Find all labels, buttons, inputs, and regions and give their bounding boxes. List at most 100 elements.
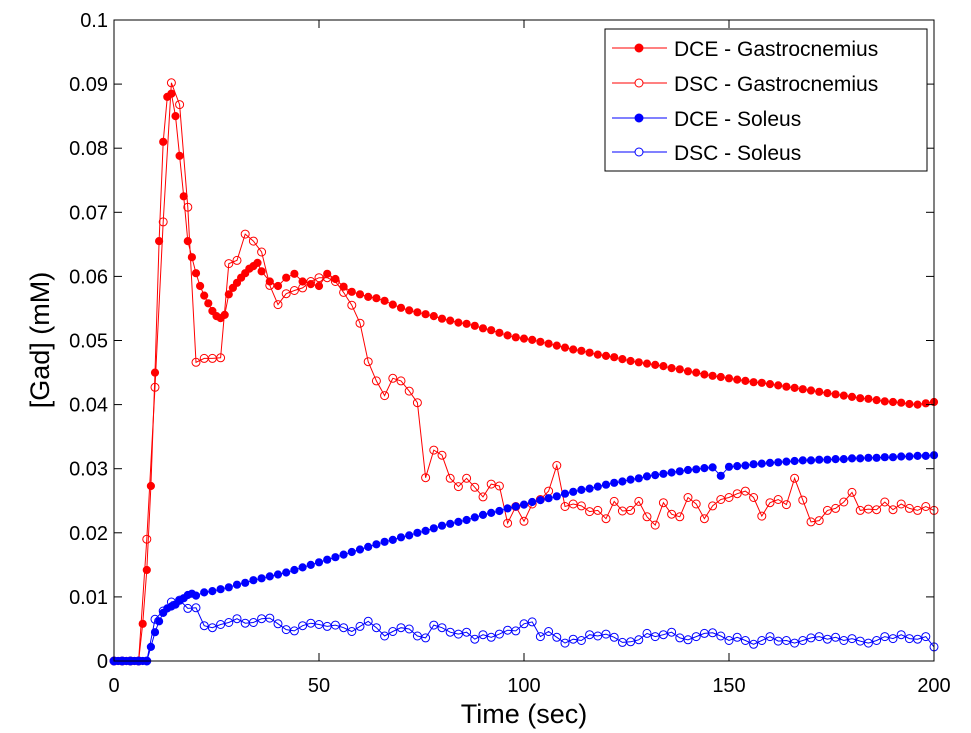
data-point-dsc-gastrocnemius: [757, 511, 767, 521]
data-point-dsc-soleus: [921, 632, 931, 642]
data-point-dsc-soleus: [175, 595, 185, 605]
axis-ticks: [113, 19, 935, 662]
data-point-dsc-gastrocnemius: [626, 505, 636, 515]
data-point-dce-gastrocnemius: [462, 319, 471, 328]
data-point-dsc-gastrocnemius: [888, 505, 898, 515]
data-point-dsc-gastrocnemius: [880, 497, 890, 507]
data-point-dce-gastrocnemius: [183, 237, 192, 246]
data-point-dsc-gastrocnemius: [330, 277, 340, 286]
data-point-dce-gastrocnemius: [634, 358, 643, 367]
y-tick-labels: 0 0.01 0.02 0.03 0.04 0.05 0.06 0.07 0.08 0.09 0.1: [69, 10, 108, 673]
data-point-dsc-gastrocnemius: [306, 277, 316, 286]
x-tick-label: 100: [507, 675, 540, 697]
data-point-dce-soleus: [413, 528, 422, 537]
data-point-dce-gastrocnemius: [204, 299, 213, 308]
data-point-dsc-soleus: [724, 636, 734, 645]
data-point-dsc-soleus: [593, 631, 603, 641]
data-point-dsc-soleus: [207, 623, 217, 633]
data-point-dce-gastrocnemius: [569, 345, 578, 354]
legend-box: [604, 28, 928, 172]
data-point-dce-soleus: [806, 456, 816, 465]
data-point-dsc-gastrocnemius: [216, 353, 226, 363]
data-point-dsc-gastrocnemius: [224, 259, 234, 269]
data-point-dsc-soleus: [527, 617, 537, 627]
data-point-dce-gastrocnemius: [446, 316, 455, 325]
data-point-dsc-gastrocnemius: [158, 217, 168, 227]
data-point-dce-soleus: [355, 545, 365, 554]
data-point-dce-gastrocnemius: [405, 306, 414, 315]
data-point-dce-soleus: [421, 526, 430, 536]
data-point-dce-gastrocnemius: [421, 310, 430, 319]
data-point-dce-gastrocnemius: [831, 390, 840, 399]
data-point-dce-gastrocnemius: [372, 294, 381, 303]
data-point-dsc-soleus: [166, 597, 176, 607]
data-point-dsc-gastrocnemius: [896, 499, 906, 509]
data-point-dsc-soleus: [462, 627, 472, 637]
data-point-dce-gastrocnemius: [897, 398, 906, 407]
data-point-dce-soleus: [388, 535, 397, 545]
data-point-dce-soleus: [839, 455, 848, 464]
data-point-dce-gastrocnemius: [757, 378, 766, 387]
data-point-dsc-gastrocnemius: [445, 473, 455, 483]
data-point-dsc-soleus: [380, 631, 390, 641]
data-point-dsc-gastrocnemius: [658, 498, 668, 508]
data-point-dsc-soleus: [675, 633, 685, 643]
data-point-dsc-soleus: [421, 633, 431, 643]
data-point-dsc-gastrocnemius: [790, 473, 800, 483]
data-point-dsc-gastrocnemius: [232, 255, 242, 265]
data-point-dce-soleus: [323, 555, 332, 564]
data-point-dce-soleus: [146, 642, 155, 652]
data-point-dce-gastrocnemius: [388, 300, 397, 309]
y-tick-label: 0.01: [69, 587, 108, 609]
data-point-dsc-gastrocnemius: [519, 516, 529, 526]
data-point-dsc-soleus: [519, 619, 529, 629]
data-point-dce-soleus: [626, 475, 635, 484]
data-point-dce-gastrocnemius: [273, 281, 283, 291]
data-point-dce-soleus: [782, 457, 791, 466]
data-point-dsc-gastrocnemius: [667, 509, 677, 519]
data-point-dsc-soleus: [667, 627, 677, 637]
data-point-dce-gastrocnemius: [528, 335, 537, 344]
data-point-dsc-soleus: [470, 634, 480, 644]
data-point-dce-soleus: [913, 451, 922, 460]
data-point-dsc-soleus: [437, 623, 447, 633]
data-point-dce-soleus: [651, 471, 660, 480]
data-point-dsc-gastrocnemius: [675, 512, 685, 522]
data-point-dsc-soleus: [642, 628, 652, 638]
legend-label-dce-soleus: DCE - Soleus: [674, 108, 801, 131]
data-point-dsc-gastrocnemius: [257, 247, 267, 257]
data-point-dsc-gastrocnemius: [552, 461, 562, 470]
data-point-dce-soleus: [249, 576, 258, 585]
data-point-dsc-soleus: [535, 632, 545, 642]
legend-marker-dsc-soleus: [634, 147, 644, 157]
data-point-dsc-gastrocnemius: [847, 487, 857, 497]
data-point-dce-soleus: [339, 550, 348, 559]
data-point-dce-soleus: [692, 465, 701, 474]
data-point-dsc-soleus: [749, 639, 759, 649]
data-point-dce-gastrocnemius: [544, 339, 553, 348]
data-point-dsc-gastrocnemius: [724, 493, 734, 502]
data-point-dsc-soleus: [298, 621, 308, 631]
data-point-dce-soleus: [577, 485, 586, 494]
data-point-dsc-gastrocnemius: [166, 78, 176, 88]
data-point-dce-soleus: [429, 524, 438, 533]
data-point-dce-soleus: [610, 478, 619, 487]
data-point-dsc-gastrocnemius: [576, 501, 586, 511]
data-point-dce-soleus: [454, 517, 463, 527]
data-point-dce-soleus: [536, 496, 545, 505]
data-point-dsc-gastrocnemius: [486, 479, 496, 489]
data-point-dsc-gastrocnemius: [453, 482, 463, 492]
data-point-dce-gastrocnemius: [577, 346, 586, 355]
data-point-dsc-gastrocnemius: [412, 398, 422, 408]
data-point-dce-gastrocnemius: [380, 296, 389, 305]
data-point-dsc-soleus: [158, 606, 168, 616]
data-point-dce-gastrocnemius: [798, 385, 807, 394]
data-point-dsc-gastrocnemius: [708, 501, 718, 511]
data-point-dce-gastrocnemius: [159, 137, 168, 146]
data-point-dce-gastrocnemius: [618, 355, 627, 364]
data-point-dce-soleus: [257, 574, 266, 583]
data-point-dsc-soleus: [224, 618, 234, 627]
data-point-dce-soleus: [659, 469, 668, 478]
data-point-dce-gastrocnemius: [815, 387, 824, 396]
y-tick-label: 0.05: [69, 331, 108, 353]
